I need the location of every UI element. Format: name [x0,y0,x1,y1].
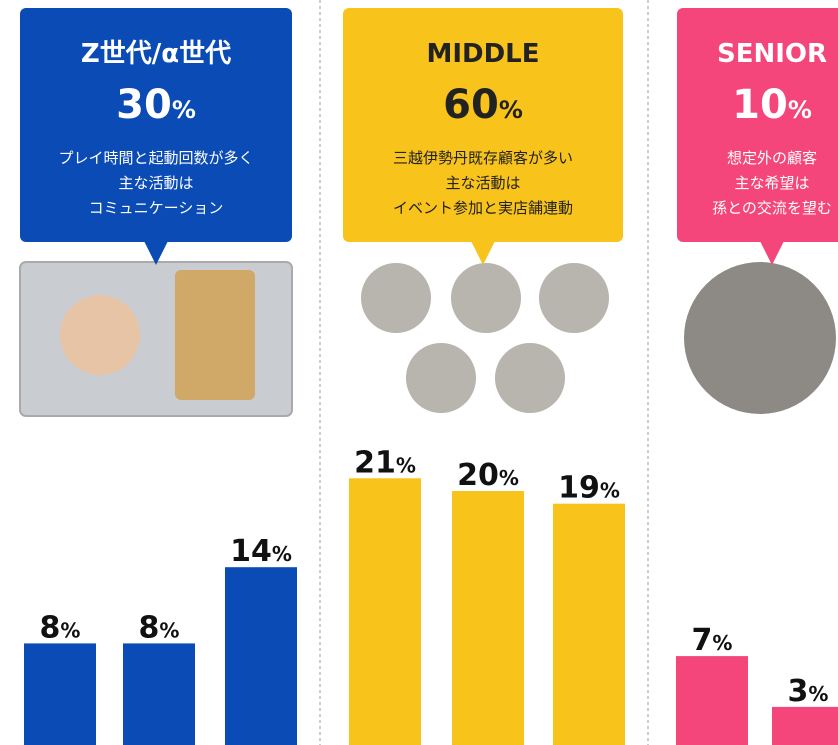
description: 孫との交流を望む [712,199,832,217]
bar-unit: % [60,618,80,642]
callout-box [20,8,292,242]
share-unit: % [788,96,812,124]
bar-unit: % [396,453,416,477]
description: プレイ時間と起動回数が多く [58,149,253,167]
share-unit: % [499,96,523,124]
photo-face [60,295,140,375]
bar-unit: % [808,682,828,706]
bar [24,643,96,745]
share-value: 10 [732,82,788,128]
bar-unit: % [712,631,732,655]
callout-pointer [471,241,495,265]
bar-label: 8% [139,610,180,645]
callout-pointer [760,241,784,265]
bar-value: 21 [354,445,396,480]
panel-title: SENIOR [717,39,827,69]
share-value: 30 [116,82,172,128]
bar-label: 20% [457,458,519,493]
callout-pointer [144,241,168,265]
bar [225,567,297,745]
description: コミュニケーション [89,199,224,217]
share: 30% [116,82,196,128]
bar [452,491,524,745]
bar [676,656,748,745]
bar-value: 19 [558,471,600,506]
bar-value: 8 [139,610,160,645]
callout-box [677,8,838,242]
bar-value: 14 [230,534,272,569]
bar-unit: % [499,466,519,490]
bar-label: 19% [558,471,620,506]
panel-title: MIDDLE [426,39,539,69]
description: 主な活動は [118,174,193,192]
bar-label: 3% [788,674,829,709]
description: 主な希望は [734,174,809,192]
bar-unit: % [272,542,292,566]
bar [553,503,625,745]
bar-label: 7% [692,623,733,658]
description: 主な活動は [445,174,520,192]
avatars [361,263,609,413]
share: 60% [443,82,523,128]
bar-label: 8% [40,610,81,645]
description: イベント参加と実店舗連動 [393,199,573,217]
bar-value: 20 [457,458,499,493]
bar-value: 8 [40,610,61,645]
bar [123,643,195,745]
bar [349,478,421,745]
share-unit: % [172,96,196,124]
photo-tablet [175,270,255,400]
bar-label: 14% [230,534,292,569]
callout-box [343,8,623,242]
bar-unit: % [159,618,179,642]
senior-photo [684,262,836,414]
bar-label: 21% [354,445,416,480]
bar-unit: % [600,479,620,503]
panel-title: Z世代/α世代 [81,39,231,69]
bar-value: 7 [692,623,713,658]
share-value: 60 [443,82,499,128]
bar [772,706,838,745]
description: 三越伊勢丹既存顧客が多い [393,149,573,167]
description: 想定外の顧客 [727,149,817,167]
share: 10% [732,82,812,128]
bar-value: 3 [788,674,809,709]
